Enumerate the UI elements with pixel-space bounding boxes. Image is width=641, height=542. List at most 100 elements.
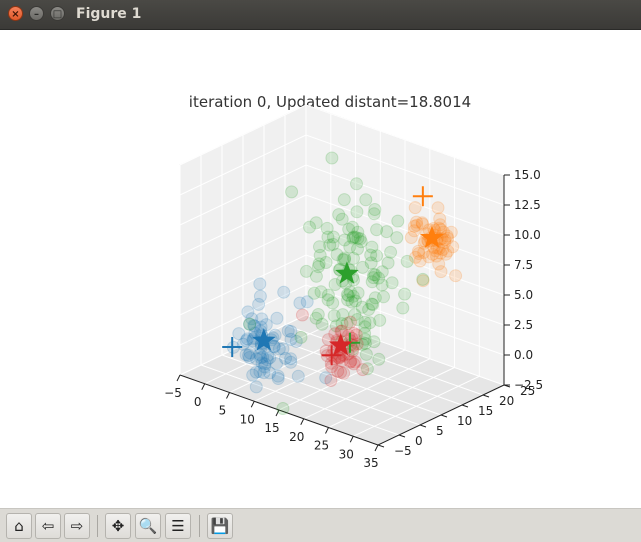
3d-scatter-plot[interactable]: iteration 0, Updated distant=18.8014 −5 0… <box>0 30 641 508</box>
pan-icon[interactable]: ✥ <box>105 513 131 539</box>
cluster-2-point <box>351 242 364 256</box>
cluster-1-point <box>417 246 431 259</box>
cluster-2-point <box>276 402 290 415</box>
cluster-2-point <box>391 214 405 228</box>
cluster-0-point <box>277 285 291 299</box>
cluster-2-point <box>398 287 412 301</box>
cluster-2-point <box>313 248 327 262</box>
cluster-1-point <box>434 246 448 260</box>
cluster-2-point <box>346 231 360 245</box>
cluster-0-point <box>253 365 267 379</box>
cluster-3-point <box>331 364 345 378</box>
gridline-z <box>179 284 505 356</box>
cluster-3-point <box>346 344 359 358</box>
cluster-2-point <box>355 337 369 351</box>
cluster-0-point <box>232 327 246 341</box>
maximize-window-button[interactable]: □ <box>50 6 65 21</box>
cluster-2-point <box>366 271 380 285</box>
home-icon[interactable]: ⌂ <box>6 513 32 539</box>
x-tick-label: 5 <box>219 404 227 418</box>
cluster-0-point <box>249 380 263 394</box>
cluster-3-point <box>335 354 349 368</box>
cluster-3-point <box>345 331 359 345</box>
cluster-2-point <box>341 293 355 307</box>
z-tick-label: −2.5 <box>514 378 543 392</box>
gridlines <box>179 104 505 446</box>
cluster-0-point <box>284 352 298 366</box>
cluster-0-point <box>300 295 314 309</box>
x-tick-label: 25 <box>314 439 329 453</box>
minimize-window-button[interactable]: – <box>29 6 44 21</box>
forward-icon[interactable]: ⇨ <box>64 513 90 539</box>
chart-title: iteration 0, Updated distant=18.8014 <box>189 93 471 111</box>
cluster-1-point <box>409 250 422 264</box>
cluster-0-point <box>270 311 284 325</box>
x-tick-mark <box>226 392 230 399</box>
cluster-1-point <box>444 225 458 239</box>
back-icon[interactable]: ⇦ <box>35 513 61 539</box>
configure-subplots-icon[interactable]: ☰ <box>165 513 191 539</box>
cluster-1-point <box>407 224 421 238</box>
cluster-1-point <box>433 212 447 226</box>
cluster-2-point <box>319 256 333 269</box>
cluster-1-point <box>438 235 452 249</box>
save-icon[interactable]: 💾 <box>207 513 233 539</box>
cluster-2-point <box>375 265 389 279</box>
cluster-2-point <box>346 289 360 303</box>
x-tick-mark <box>374 444 379 452</box>
cluster-0-point <box>258 357 272 371</box>
cluster-2-point <box>372 352 386 366</box>
cluster-1-point <box>416 217 429 231</box>
cluster-2-point <box>365 275 379 289</box>
cluster-3-point <box>337 366 351 380</box>
cluster-1-point <box>446 240 460 254</box>
figure-canvas[interactable]: iteration 0, Updated distant=18.8014 −5 0… <box>0 30 641 508</box>
x-tick-label: 0 <box>194 395 202 409</box>
x-tick-label: −5 <box>164 386 182 400</box>
cluster-2-point <box>396 301 410 315</box>
cluster-2-point <box>338 253 351 267</box>
cluster-2-point <box>338 251 352 265</box>
cluster-1-point <box>410 215 423 229</box>
cluster-2-point <box>367 335 381 349</box>
cluster-2-point <box>360 362 374 376</box>
cluster-2-point <box>416 272 430 286</box>
cluster-2-point <box>358 320 372 334</box>
cluster-0-point <box>289 334 303 348</box>
cluster-2-point <box>381 256 395 270</box>
cluster-0-point <box>253 277 267 291</box>
y-tick-mark <box>377 444 385 448</box>
centroid-3-star <box>328 332 353 356</box>
close-window-button[interactable]: × <box>8 6 23 21</box>
cluster-2-point <box>345 295 359 309</box>
cluster-0-point <box>270 357 283 371</box>
x-tick-label: 15 <box>264 421 279 435</box>
cluster-1-point <box>431 201 445 215</box>
cluster-2-point <box>355 300 369 314</box>
cluster-2-point <box>332 208 346 222</box>
cluster-2-point <box>354 235 368 249</box>
cluster-2-point <box>243 317 257 331</box>
cluster-2-point <box>372 271 386 285</box>
cluster-3-point <box>347 357 361 371</box>
window-titlebar[interactable]: × – □ Figure 1 <box>0 0 641 30</box>
cluster-2-point <box>323 238 337 252</box>
cluster-1-point <box>441 231 455 245</box>
cluster-0-point <box>254 320 268 334</box>
cluster-0-point <box>256 350 270 364</box>
cluster-2-point <box>335 317 349 331</box>
window-title: Figure 1 <box>76 6 142 22</box>
cluster-0-point <box>259 318 273 332</box>
x-tick-mark <box>176 374 181 382</box>
cluster-3-point <box>350 337 364 351</box>
zoom-icon[interactable]: 🔍 <box>135 513 161 539</box>
cluster-2-point <box>350 313 364 326</box>
cluster-2-point <box>367 268 381 282</box>
cluster-2-point <box>336 308 350 322</box>
x-tick-label: 20 <box>289 430 304 444</box>
cluster-3-point <box>342 328 355 342</box>
cluster-2-point <box>362 303 376 316</box>
tick-labels: −505101520253035−50510152025−2.50.02.55.… <box>164 168 543 470</box>
cluster-0-point <box>257 366 271 380</box>
cluster-2-point <box>337 193 351 207</box>
